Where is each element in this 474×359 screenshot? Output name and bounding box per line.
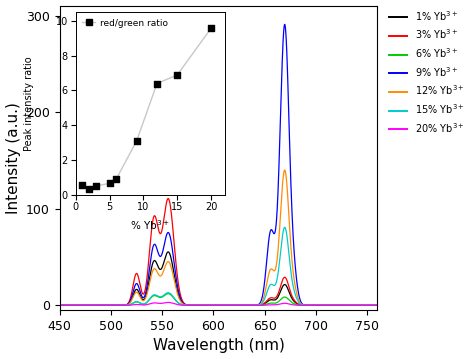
- Legend: 1% Yb$^{3+}$, 3% Yb$^{3+}$, 6% Yb$^{3+}$, 9% Yb$^{3+}$, 12% Yb$^{3+}$, 15% Yb$^{: 1% Yb$^{3+}$, 3% Yb$^{3+}$, 6% Yb$^{3+}$…: [385, 5, 468, 139]
- 9% Yb$^{3+}$: [282, 22, 288, 27]
- Line: 6% Yb$^{3+}$: 6% Yb$^{3+}$: [60, 294, 377, 306]
- 20% Yb$^{3+}$: [112, 303, 118, 308]
- 15% Yb$^{3+}$: [112, 303, 118, 308]
- 1% Yb$^{3+}$: [374, 303, 380, 308]
- 1% Yb$^{3+}$: [57, 303, 63, 308]
- Line: 1% Yb$^{3+}$: 1% Yb$^{3+}$: [60, 252, 377, 306]
- 9% Yb$^{3+}$: [334, 303, 340, 308]
- 3% Yb$^{3+}$: [334, 303, 340, 308]
- Line: 12% Yb$^{3+}$: 12% Yb$^{3+}$: [60, 170, 377, 306]
- 3% Yb$^{3+}$: [192, 303, 198, 308]
- Line: 20% Yb$^{3+}$: 20% Yb$^{3+}$: [60, 302, 377, 306]
- 15% Yb$^{3+}$: [57, 303, 63, 308]
- 9% Yb$^{3+}$: [374, 303, 380, 308]
- 15% Yb$^{3+}$: [93, 303, 99, 308]
- Line: 9% Yb$^{3+}$: 9% Yb$^{3+}$: [60, 24, 377, 306]
- 15% Yb$^{3+}$: [368, 303, 374, 308]
- 9% Yb$^{3+}$: [57, 303, 63, 308]
- 1% Yb$^{3+}$: [165, 250, 171, 254]
- 20% Yb$^{3+}$: [334, 303, 340, 308]
- 3% Yb$^{3+}$: [112, 303, 118, 308]
- 20% Yb$^{3+}$: [165, 300, 171, 304]
- 6% Yb$^{3+}$: [192, 303, 198, 308]
- 1% Yb$^{3+}$: [112, 303, 118, 308]
- 3% Yb$^{3+}$: [368, 303, 374, 308]
- Y-axis label: Intensity (a.u.): Intensity (a.u.): [6, 102, 20, 214]
- 12% Yb$^{3+}$: [57, 303, 63, 308]
- 15% Yb$^{3+}$: [179, 302, 184, 307]
- 9% Yb$^{3+}$: [112, 303, 118, 308]
- 20% Yb$^{3+}$: [368, 303, 374, 308]
- 6% Yb$^{3+}$: [165, 292, 171, 296]
- 20% Yb$^{3+}$: [192, 303, 198, 308]
- 15% Yb$^{3+}$: [192, 303, 198, 308]
- 12% Yb$^{3+}$: [179, 300, 184, 305]
- 20% Yb$^{3+}$: [93, 303, 99, 308]
- 20% Yb$^{3+}$: [374, 303, 380, 308]
- X-axis label: Wavelength (nm): Wavelength (nm): [153, 339, 284, 354]
- 20% Yb$^{3+}$: [179, 303, 184, 307]
- 6% Yb$^{3+}$: [368, 303, 374, 308]
- 20% Yb$^{3+}$: [57, 303, 63, 308]
- 6% Yb$^{3+}$: [93, 303, 99, 308]
- 12% Yb$^{3+}$: [192, 303, 198, 308]
- 12% Yb$^{3+}$: [112, 303, 118, 308]
- 3% Yb$^{3+}$: [179, 297, 184, 301]
- 3% Yb$^{3+}$: [57, 303, 63, 308]
- 3% Yb$^{3+}$: [93, 303, 99, 308]
- 15% Yb$^{3+}$: [374, 303, 380, 308]
- 15% Yb$^{3+}$: [282, 225, 288, 229]
- Line: 3% Yb$^{3+}$: 3% Yb$^{3+}$: [60, 199, 377, 306]
- 6% Yb$^{3+}$: [57, 303, 63, 308]
- 1% Yb$^{3+}$: [192, 303, 198, 308]
- 1% Yb$^{3+}$: [334, 303, 340, 308]
- 12% Yb$^{3+}$: [282, 168, 288, 172]
- 3% Yb$^{3+}$: [374, 303, 380, 308]
- 1% Yb$^{3+}$: [368, 303, 374, 308]
- 12% Yb$^{3+}$: [374, 303, 380, 308]
- 12% Yb$^{3+}$: [93, 303, 99, 308]
- 12% Yb$^{3+}$: [368, 303, 374, 308]
- 15% Yb$^{3+}$: [334, 303, 340, 308]
- 9% Yb$^{3+}$: [179, 299, 184, 303]
- Line: 15% Yb$^{3+}$: 15% Yb$^{3+}$: [60, 227, 377, 306]
- 6% Yb$^{3+}$: [179, 303, 184, 307]
- 6% Yb$^{3+}$: [112, 303, 118, 308]
- 9% Yb$^{3+}$: [192, 303, 198, 308]
- 12% Yb$^{3+}$: [334, 303, 340, 308]
- 3% Yb$^{3+}$: [165, 196, 171, 201]
- 6% Yb$^{3+}$: [334, 303, 340, 308]
- 9% Yb$^{3+}$: [93, 303, 99, 308]
- 1% Yb$^{3+}$: [179, 300, 184, 304]
- 9% Yb$^{3+}$: [368, 303, 374, 308]
- 1% Yb$^{3+}$: [93, 303, 99, 308]
- 6% Yb$^{3+}$: [374, 303, 380, 308]
